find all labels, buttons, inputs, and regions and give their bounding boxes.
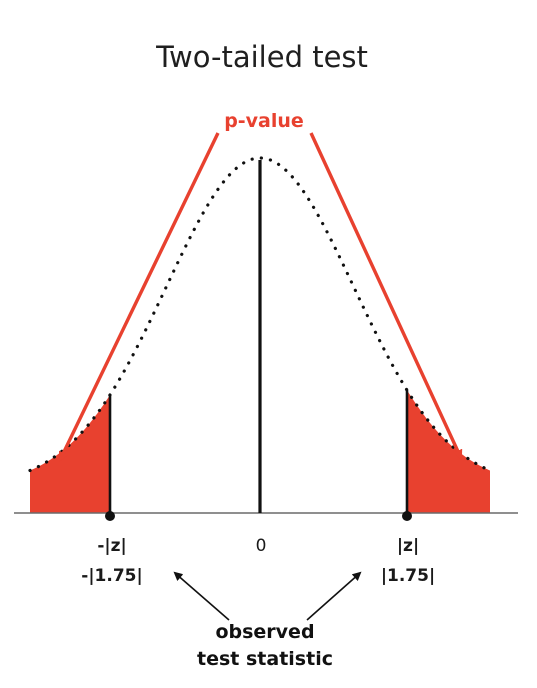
diagram-title: Two-tailed test <box>155 40 368 74</box>
observed-label-line2: test statistic <box>197 648 333 670</box>
left-tail-region <box>30 394 110 513</box>
left-observed-point <box>105 511 115 521</box>
right-tail-region <box>407 390 490 513</box>
observed-label-line1: observed <box>215 621 314 643</box>
left-critical-symbol: -|z| <box>97 536 126 556</box>
p-value-arrow-left <box>58 132 220 462</box>
observed-arrow-left <box>173 571 230 621</box>
normal-distribution-curve <box>28 156 492 473</box>
p-value-label: p-value <box>224 110 304 132</box>
p-value-arrow-right <box>309 132 463 460</box>
right-observed-point <box>402 511 412 521</box>
right-critical-value: |1.75| <box>381 566 435 586</box>
observed-arrow-right <box>306 571 362 621</box>
left-critical-value: -|1.75| <box>81 566 142 586</box>
center-zero-label: 0 <box>256 536 267 556</box>
right-critical-symbol: |z| <box>397 536 419 556</box>
